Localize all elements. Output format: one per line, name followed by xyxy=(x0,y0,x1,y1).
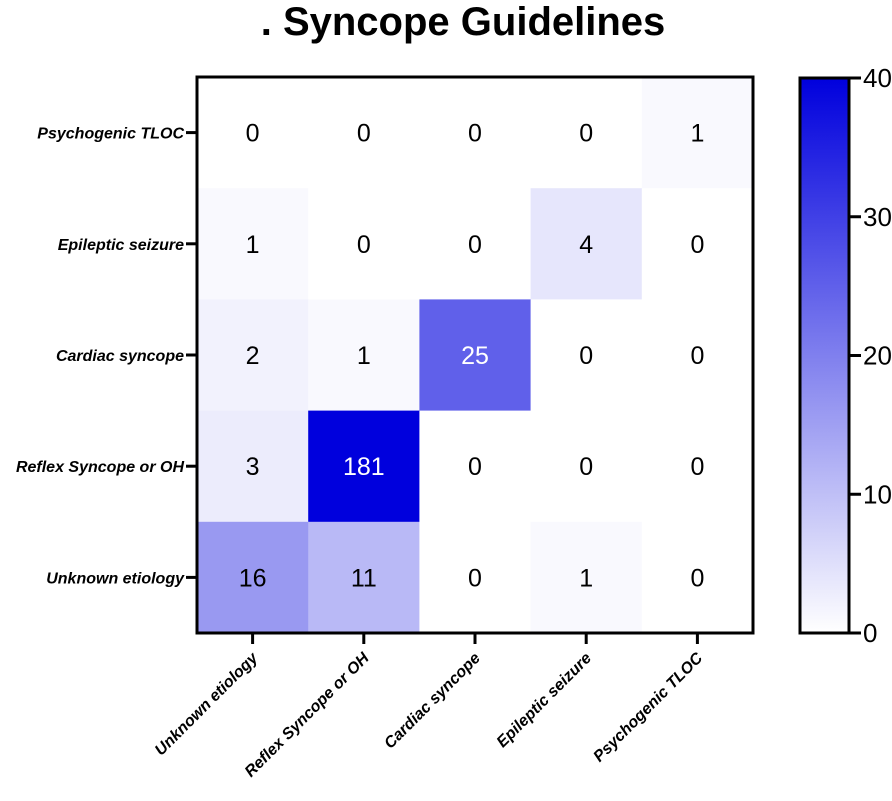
y-tick-label: Reflex Syncope or OH xyxy=(16,459,184,476)
cell-value-label: 1 xyxy=(357,342,371,370)
cell-value-label: 0 xyxy=(579,342,593,370)
x-tick-label: Cardiac syncope xyxy=(381,650,484,753)
cell-value-label: 11 xyxy=(351,564,377,592)
x-tick-label: Reflex Syncope or OH xyxy=(242,649,373,780)
colorbar xyxy=(798,76,851,635)
heatmap-cell xyxy=(419,299,532,412)
heatmap-cell xyxy=(530,77,643,189)
colorbar-tick-label: 0 xyxy=(863,618,877,648)
y-tick-label: Unknown etiology xyxy=(46,570,185,587)
cell-value-label: 0 xyxy=(579,453,593,481)
heatmap-cell xyxy=(197,521,309,634)
heatmap-cell xyxy=(197,410,309,523)
heatmap-cell xyxy=(641,77,754,189)
colorbar-tick-label: 40 xyxy=(863,63,892,93)
heatmap-cell xyxy=(419,410,532,523)
heatmap-cell xyxy=(197,299,309,412)
cell-value-label: 25 xyxy=(461,342,489,370)
y-tick-label: Psychogenic TLOC xyxy=(37,126,184,143)
cell-value-label: 3 xyxy=(246,453,260,481)
cell-value-label: 0 xyxy=(468,231,482,259)
heatmap-cell xyxy=(197,77,309,189)
heatmap-cell xyxy=(308,410,420,523)
heatmap-cell xyxy=(308,521,420,634)
x-tick-label: Psychogenic TLOC xyxy=(590,649,706,765)
heatmap-cell xyxy=(641,188,754,300)
heatmap-cell xyxy=(530,299,643,412)
heatmap-cells xyxy=(197,77,754,634)
colorbar-tick-label: 30 xyxy=(863,202,892,232)
heatmap-cell xyxy=(308,188,420,300)
cell-value-label: 0 xyxy=(690,564,704,592)
heatmap-cell xyxy=(308,299,420,412)
heatmap-cell xyxy=(197,188,309,300)
heatmap-cell xyxy=(530,410,643,523)
cell-value-label: 0 xyxy=(357,120,371,148)
cell-value-label: 0 xyxy=(246,120,260,148)
heatmap-cell xyxy=(419,188,532,300)
heatmap-cell xyxy=(419,521,532,634)
cell-value-label: 0 xyxy=(468,453,482,481)
y-axis-labels: Psychogenic TLOC Epileptic seizure Cardiac… xyxy=(16,126,197,587)
chart-title: . Syncope Guidelines xyxy=(261,0,666,44)
heatmap-cell xyxy=(641,299,754,412)
cell-value-label: 2 xyxy=(246,342,260,370)
heatmap-cell xyxy=(530,521,643,634)
y-tick-label: Cardiac syncope xyxy=(56,348,184,365)
cell-value-labels: 0 0 0 0 11 0 0 4 02 1 25 0 03 181 0 0 016 11 0 1 0 xyxy=(239,120,705,593)
cell-value-label: 0 xyxy=(690,231,704,259)
heatmap-cell xyxy=(419,77,532,189)
cell-value-label: 0 xyxy=(468,120,482,148)
cell-value-label: 1 xyxy=(579,564,593,592)
cell-value-label: 0 xyxy=(468,564,482,592)
colorbar-ticks: 0 10 20 30 40 xyxy=(849,63,892,648)
x-tick-label: Unknown etiology xyxy=(152,649,262,759)
cell-value-label: 0 xyxy=(690,342,704,370)
cell-value-label: 16 xyxy=(239,564,267,592)
cell-value-label: 0 xyxy=(690,453,704,481)
cell-value-label: 0 xyxy=(579,120,593,148)
y-tick-label: Epileptic seizure xyxy=(58,237,184,254)
heatmap-cell xyxy=(308,77,420,189)
x-tick-label: Epileptic seizure xyxy=(494,650,595,751)
cell-value-label: 181 xyxy=(343,453,385,481)
cell-value-label: 0 xyxy=(357,231,371,259)
heatmap-cell xyxy=(641,410,754,523)
heatmap-cell xyxy=(641,521,754,634)
cell-value-label: 1 xyxy=(690,120,704,148)
heatmap-cell xyxy=(530,188,643,300)
colorbar-tick-label: 20 xyxy=(863,341,892,371)
colorbar-tick-label: 10 xyxy=(863,479,892,509)
cell-value-label: 4 xyxy=(579,231,593,259)
cell-value-label: 1 xyxy=(246,231,260,259)
